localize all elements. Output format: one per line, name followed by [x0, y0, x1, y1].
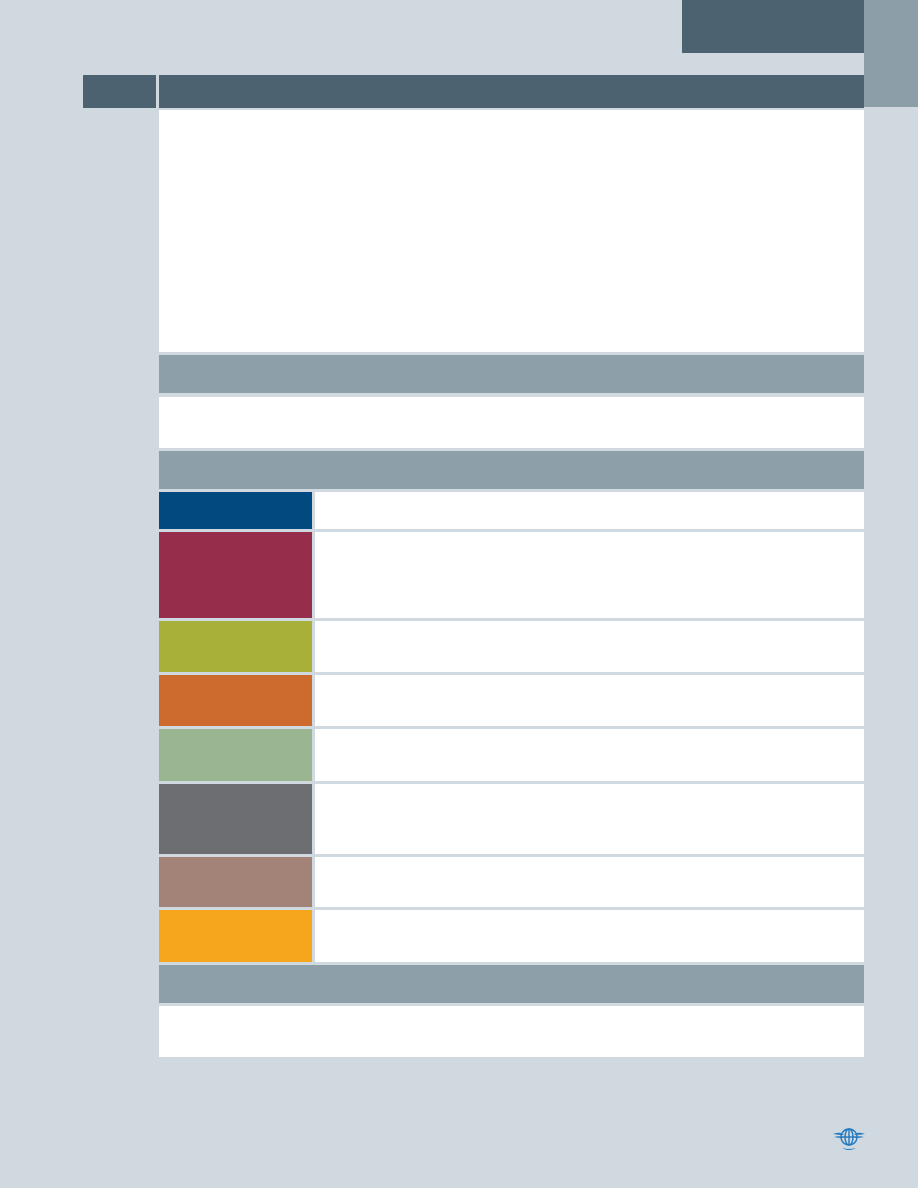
swatch-description — [315, 532, 864, 618]
section-body-1 — [159, 397, 864, 448]
title-bar-number-cell — [83, 75, 156, 108]
section-header-3 — [159, 965, 864, 1003]
swatch-description — [315, 492, 864, 529]
swatch-row — [159, 621, 864, 672]
color-swatch-sage-green — [159, 729, 312, 781]
title-bar — [159, 75, 864, 108]
swatch-row — [159, 784, 864, 854]
swatch-description — [315, 675, 864, 726]
intro-box — [159, 110, 864, 352]
section-header-2 — [159, 451, 864, 489]
swatch-description — [315, 729, 864, 781]
section-body-3 — [159, 1006, 864, 1057]
icao-emblem-svg — [833, 1128, 865, 1150]
swatch-description — [315, 857, 864, 907]
swatch-row — [159, 729, 864, 781]
swatch-description — [315, 784, 864, 854]
swatch-row — [159, 910, 864, 962]
color-swatch-burnt-orange — [159, 675, 312, 726]
swatch-description — [315, 621, 864, 672]
side-strip — [864, 0, 918, 107]
color-swatch-amber — [159, 910, 312, 962]
swatch-row — [159, 857, 864, 907]
icao-emblem-icon — [832, 1122, 866, 1154]
color-swatch-dark-grey — [159, 784, 312, 854]
color-swatch-olive-green — [159, 621, 312, 672]
swatch-row — [159, 492, 864, 529]
color-swatch-dark-blue — [159, 492, 312, 529]
section-header-1 — [159, 355, 864, 393]
color-swatch-taupe — [159, 857, 312, 907]
color-swatch-burgundy — [159, 532, 312, 618]
swatch-description — [315, 910, 864, 962]
swatch-row — [159, 675, 864, 726]
swatch-row — [159, 532, 864, 618]
header-tab — [682, 0, 864, 53]
